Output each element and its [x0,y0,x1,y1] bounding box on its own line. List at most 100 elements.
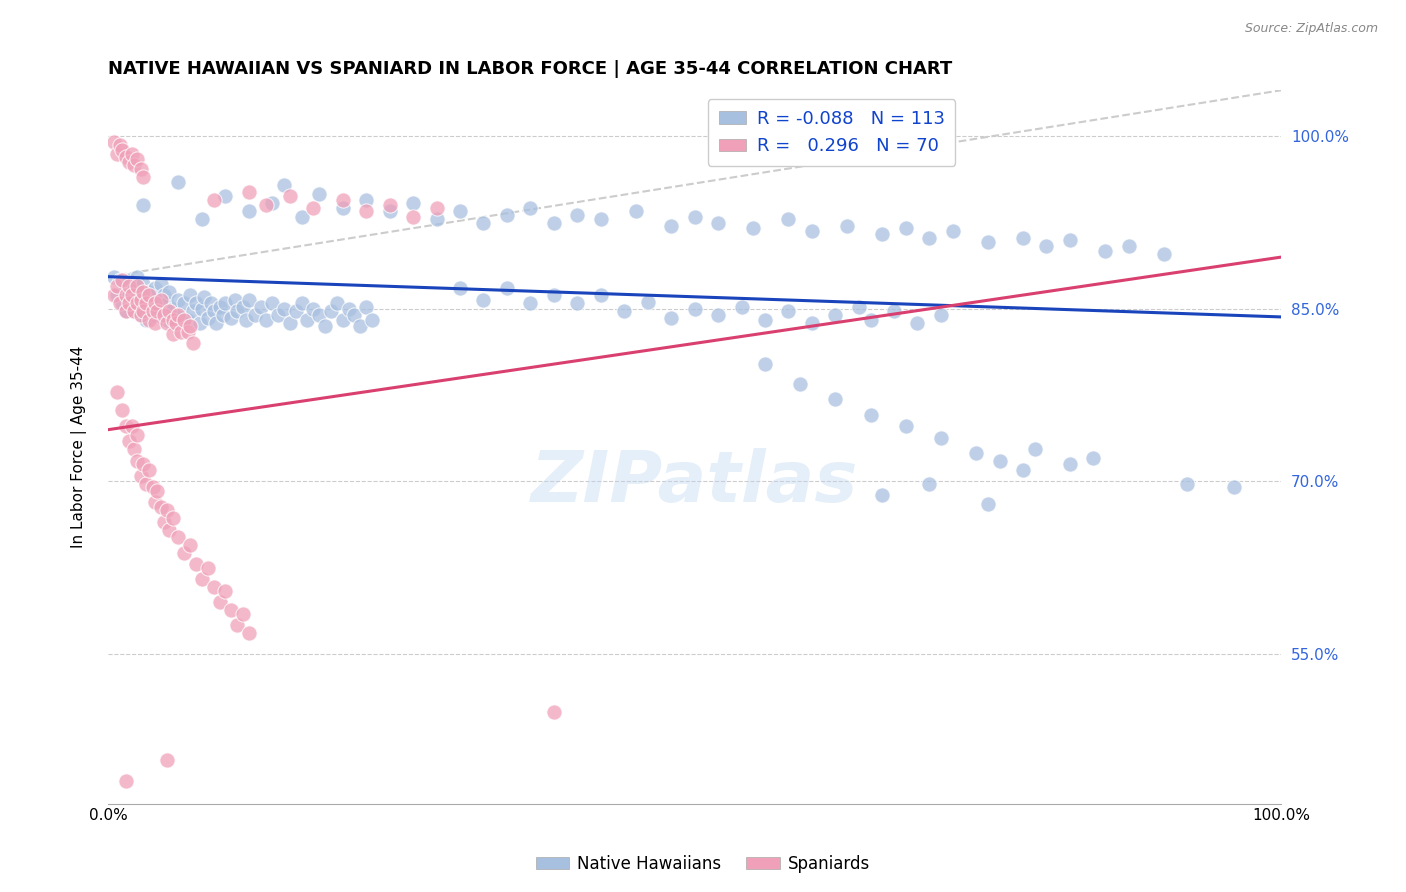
Point [118,273,141,287]
Point [988,454,1011,468]
Legend: R = -0.088   N = 113, R =   0.296   N = 70: R = -0.088 N = 113, R = 0.296 N = 70 [707,99,955,166]
Point [302,201,325,215]
Point [226,304,249,318]
Point [142,293,165,307]
Point [156,316,179,330]
Point [659,311,682,326]
Point [122,158,145,172]
Point [114,150,136,164]
Point [162,313,184,327]
Point [472,293,495,307]
Point [146,304,169,318]
Point [297,313,319,327]
Point [1153,246,1175,260]
Text: NATIVE HAWAIIAN VS SPANIARD IN LABOR FORCE | AGE 35-44 CORRELATION CHART: NATIVE HAWAIIAN VS SPANIARD IN LABOR FOR… [108,60,952,78]
Point [179,319,201,334]
Point [118,278,141,293]
Point [121,146,143,161]
Point [127,278,149,293]
Point [138,313,160,327]
Point [238,626,260,640]
Point [824,392,846,406]
Legend: Native Hawaiians, Spaniards: Native Hawaiians, Spaniards [529,848,877,880]
Point [138,301,160,316]
Y-axis label: In Labor Force | Age 35-44: In Labor Force | Age 35-44 [72,346,87,548]
Point [121,288,143,302]
Point [184,296,207,310]
Point [683,301,706,316]
Point [918,476,941,491]
Point [918,230,941,244]
Point [212,308,235,322]
Point [1059,457,1081,471]
Point [942,224,965,238]
Point [402,196,425,211]
Point [683,210,706,224]
Point [1024,442,1046,457]
Point [308,186,330,201]
Point [314,319,336,334]
Point [108,138,131,153]
Point [273,178,295,192]
Point [238,204,260,219]
Point [243,308,266,322]
Point [278,316,301,330]
Point [1012,230,1035,244]
Point [167,175,190,189]
Point [114,278,136,293]
Point [146,296,169,310]
Point [135,313,157,327]
Point [1118,238,1140,252]
Point [326,296,349,310]
Point [1059,233,1081,247]
Point [197,560,219,574]
Point [1012,463,1035,477]
Point [114,419,136,434]
Point [302,301,325,316]
Point [181,304,204,318]
Point [170,325,193,339]
Point [129,308,152,322]
Point [129,288,152,302]
Point [232,607,254,621]
Point [167,530,190,544]
Point [149,277,172,291]
Point [127,428,149,442]
Point [177,313,200,327]
Point [132,169,155,184]
Point [153,515,176,529]
Point [567,208,589,222]
Point [872,488,894,502]
Point [122,442,145,457]
Point [754,313,776,327]
Point [343,308,366,322]
Point [127,269,149,284]
Point [167,308,190,322]
Point [143,281,166,295]
Point [624,204,647,219]
Point [742,221,765,235]
Point [238,293,260,307]
Point [273,301,295,316]
Point [707,216,730,230]
Point [378,198,401,212]
Point [929,308,952,322]
Point [238,185,260,199]
Point [162,301,184,316]
Point [291,296,314,310]
Point [848,300,870,314]
Text: Source: ZipAtlas.com: Source: ZipAtlas.com [1244,22,1378,36]
Point [103,269,125,284]
Point [146,483,169,498]
Point [122,304,145,318]
Point [156,296,179,310]
Point [121,419,143,434]
Point [872,227,894,241]
Point [127,296,149,310]
Point [129,468,152,483]
Point [138,463,160,477]
Point [278,189,301,203]
Point [184,558,207,572]
Point [789,376,811,391]
Point [132,277,155,291]
